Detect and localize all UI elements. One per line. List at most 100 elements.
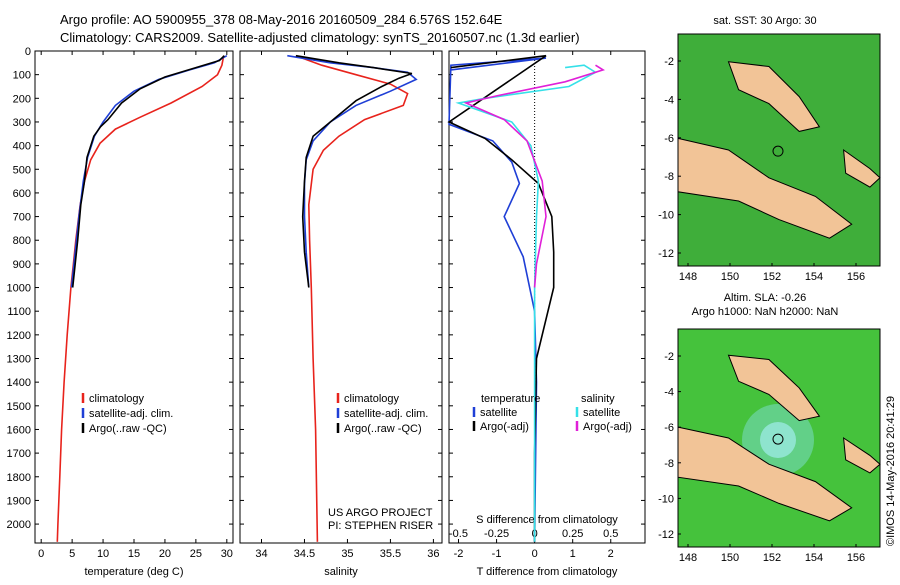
map-x-tick-label: 156 [847,271,865,283]
argo-position-marker [772,433,784,445]
y-tick-label: 400 [13,141,31,153]
profile-panels: 0100200300400500600700800900100011001200… [7,46,646,578]
land-mass [677,137,853,239]
legend-label: satellite-adj. clim. [89,408,173,420]
project-note-2: PI: STEPHEN RISER [328,520,433,532]
y-tick-label: 500 [13,164,31,176]
x-tick-label: 0 [532,548,538,560]
legend-label: climatology [89,393,145,405]
legend-title-temperature: temperature [481,393,540,405]
y-tick-label: 200 [13,93,31,105]
x-tick-label: 1 [570,548,576,560]
series-line [455,64,598,542]
map-y-tick-label: -2 [664,56,674,68]
map-y-tick-label: -8 [664,458,674,470]
map-y-tick-label: -8 [664,171,674,183]
y-tick-label: 800 [13,235,31,247]
legend-label: Argo(-adj) [480,421,529,433]
land-mass [843,148,881,188]
map-y-tick-label: -12 [658,248,674,260]
series-line [287,54,418,288]
series-line [295,54,409,542]
land-mass [843,437,881,474]
map-y-tick-label: -12 [658,529,674,541]
x-axis-label: temperature (deg C) [84,566,183,578]
x-tick-label: 0 [38,548,44,560]
map-sla-title-1: Altim. SLA: -0.26 [724,292,807,304]
x-tick-label: 30 [221,548,233,560]
series-line [56,55,225,542]
y-tick-label: 1500 [7,401,31,413]
top-tick-label: -0.5 [449,528,468,540]
y-tick-label: 1900 [7,495,31,507]
panel-difference: -2 -1 0 1 2 T difference from climatology -0.5… [447,50,646,578]
map-y-tick-label: -4 [664,94,674,106]
map-x-tick-label: 150 [721,552,739,564]
x-tick-label: 35.5 [380,548,401,560]
top-tick-label: -0.25 [484,528,509,540]
y-tick-label: 300 [13,117,31,129]
panel-salinity: 34 34.5 35 35.5 36 salinity climatology satelli… [239,50,443,578]
y-tick-label: 1800 [7,472,31,484]
y-tick-label: 1300 [7,354,31,366]
x-tick-label: 15 [128,548,140,560]
x-tick-label: 20 [159,548,171,560]
y-tick-label: 1400 [7,377,31,389]
y-tick-label: 900 [13,259,31,271]
map-y-tick-label: -6 [664,422,674,434]
map-sst: 148 150 152 154 156 -2 -4 -6 -8 -10 -12 [658,33,881,283]
legend-label: climatology [344,393,400,405]
map-x-tick-label: 148 [679,552,697,564]
map-x-tick-label: 152 [763,271,781,283]
top-axis-label: S difference from climatology [476,514,618,526]
y-tick-label: 700 [13,212,31,224]
y-tick-label: 0 [25,46,31,58]
x-tick-label: -2 [454,548,464,560]
top-tick-label: 0.5 [603,528,618,540]
top-tick-label: 0.25 [562,528,583,540]
panel-temperature: 0100200300400500600700800900100011001200… [7,46,234,578]
x-tick-label: 34 [255,548,267,560]
series-line [463,64,606,288]
series-line [447,54,555,542]
series-line [295,54,413,288]
map-x-tick-label: 148 [679,271,697,283]
y-tick-label: 1100 [7,306,31,318]
x-tick-label: 35 [341,548,353,560]
x-axis-label: T difference from climatology [477,566,618,578]
map-y-tick-label: -10 [658,493,674,505]
x-tick-label: 25 [190,548,202,560]
map-y-tick-label: -4 [664,387,674,399]
map-panels: 148 150 152 154 156 -2 -4 -6 -8 -10 -12 148 150 152 15… [658,33,881,564]
y-tick-label: 1000 [7,283,31,295]
map-y-tick-label: -2 [664,351,674,363]
map-sla-title-2: Argo h1000: NaN h2000: NaN [692,306,839,318]
map-y-tick-label: -6 [664,133,674,145]
header-line-2: Climatology: CARS2009. Satellite-adjuste… [60,30,580,45]
x-tick-label: 10 [97,548,109,560]
panel-frame [239,50,443,544]
series-line [71,55,225,288]
series-line [70,55,228,288]
y-tick-label: 1200 [7,330,31,342]
map-sst-title: sat. SST: 30 Argo: 30 [713,15,816,27]
series-line [448,57,547,542]
map-y-tick-label: -10 [658,210,674,222]
x-tick-label: 5 [69,548,75,560]
map-x-tick-label: 154 [805,271,823,283]
map-x-tick-label: 156 [847,552,865,564]
argo-position-marker [772,145,784,157]
land-mass [677,426,853,522]
map-sla: 148 150 152 154 156 -2 -4 -6 -8 -10 -12 [658,328,881,564]
panel-frame [34,50,234,544]
y-tick-label: 600 [13,188,31,200]
land-mass [727,354,821,422]
panel-frame [448,50,646,544]
map-x-tick-label: 152 [763,552,781,564]
legend-label: satellite [583,407,620,419]
x-tick-label: -1 [492,548,502,560]
y-tick-label: 1600 [7,424,31,436]
legend-label: Argo(..raw -QC) [89,423,167,435]
map-x-tick-label: 150 [721,271,739,283]
